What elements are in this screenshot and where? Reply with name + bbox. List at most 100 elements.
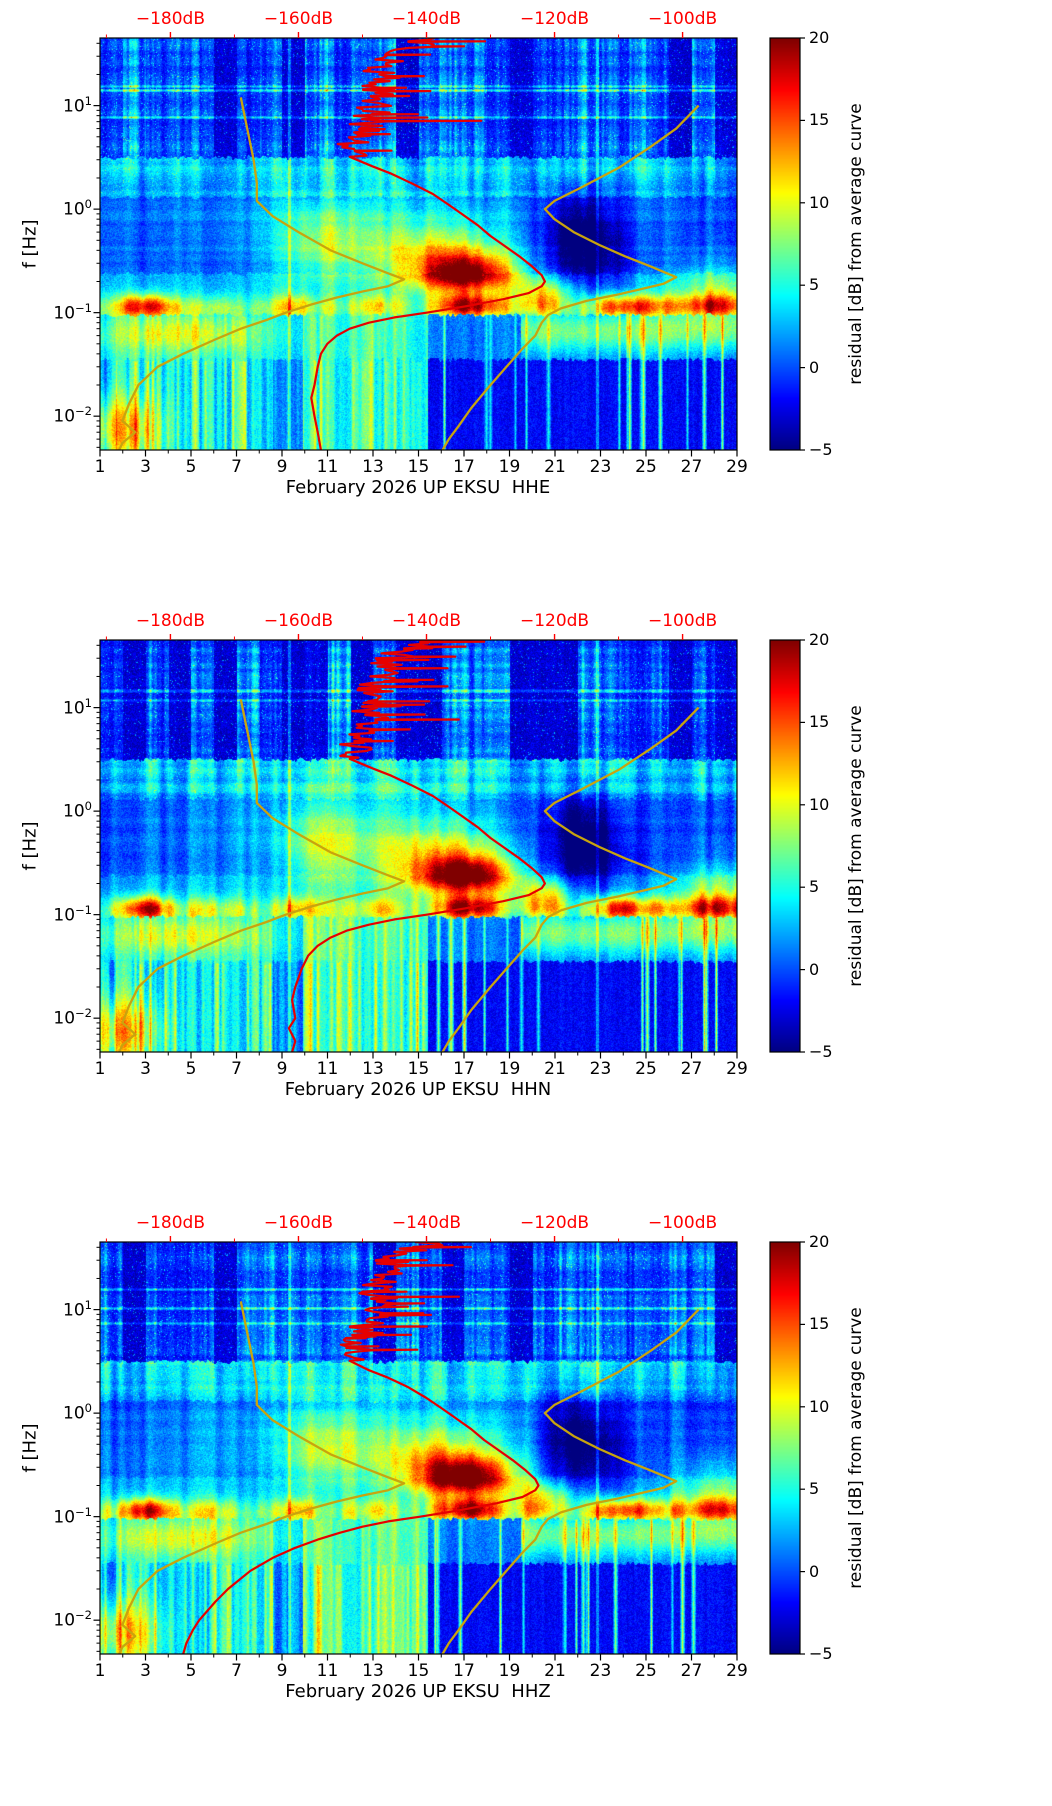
- colorbar-tick-label: −5: [809, 1644, 833, 1663]
- average-psd-curve: [287, 640, 546, 1052]
- average-psd-curve: [310, 38, 546, 450]
- x-tick-label: 25: [635, 457, 657, 477]
- x-tick-label: 23: [589, 1661, 612, 1681]
- colorbar-tick-label: 20: [809, 1232, 830, 1251]
- x-tick-label: 1: [94, 1661, 106, 1681]
- x-tick-label: 5: [185, 1661, 197, 1681]
- x-tick-label: 9: [276, 1059, 288, 1079]
- top-axis-db-label: −140dB: [391, 1213, 462, 1233]
- x-tick-label: 9: [276, 457, 288, 477]
- top-axis-db-label: −120dB: [519, 611, 590, 631]
- x-tick-label: 17: [453, 457, 475, 477]
- colorbar-tick-label: 15: [809, 110, 830, 130]
- top-axis-db-label: −180dB: [135, 9, 205, 29]
- top-axis-db-label: −120dB: [519, 9, 590, 29]
- colorbar-tick-label: 0: [809, 1561, 820, 1581]
- y-axis-label: f [Hz]: [19, 1423, 41, 1473]
- x-tick-label: 11: [316, 457, 339, 477]
- x-tick-label: 3: [140, 1059, 151, 1079]
- x-tick-label: 5: [185, 1059, 197, 1079]
- y-tick-label: 10−1: [53, 300, 92, 324]
- top-axis-db-label: −180dB: [135, 1213, 205, 1233]
- colorbar-tick-label: 20: [809, 630, 830, 649]
- x-tick-label: 7: [231, 1661, 242, 1681]
- colorbar-label: residual [dB] from average curve: [846, 103, 866, 385]
- x-tick-label: 19: [498, 457, 521, 477]
- low-noise-model-curve: [118, 1301, 406, 1654]
- top-axis-db-label: −140dB: [391, 9, 462, 29]
- y-tick-label: 100: [63, 799, 92, 822]
- top-axis-db-label: −160dB: [263, 611, 334, 631]
- x-tick-label: 11: [316, 1661, 339, 1681]
- colorbar-tick-label: 15: [809, 1314, 830, 1334]
- x-tick-label: 27: [680, 457, 703, 477]
- high-noise-model-curve: [441, 1308, 700, 1654]
- psd-curves-overlay: [118, 1242, 700, 1654]
- colorbar-tick-label: 0: [809, 357, 820, 377]
- colorbar-tick-label: 15: [809, 712, 830, 732]
- colorbar-gradient: [770, 38, 800, 450]
- x-tick-label: 29: [726, 1059, 748, 1079]
- x-tick-label: 3: [140, 457, 151, 477]
- y-tick-label: 10−1: [53, 902, 92, 926]
- colorbar-label: residual [dB] from average curve: [846, 705, 866, 987]
- top-axis-db-label: −100dB: [648, 611, 718, 631]
- x-tick-label: 27: [680, 1059, 703, 1079]
- x-tick-label: 13: [362, 1661, 384, 1681]
- y-tick-label: 10−2: [53, 1006, 92, 1029]
- x-tick-label: 29: [726, 1661, 748, 1681]
- spectrogram-panel-hhe: f [Hz] February 2026 UP EKSU HHE residua…: [0, 0, 1052, 602]
- spectrogram-panel-hhz: f [Hz] February 2026 UP EKSU HHZ residua…: [0, 1204, 1052, 1806]
- x-tick-label: 13: [362, 1059, 384, 1079]
- y-axis-label: f [Hz]: [19, 821, 41, 871]
- spectrogram-panel-hhn: f [Hz] February 2026 UP EKSU HHN residua…: [0, 602, 1052, 1204]
- colorbar-tick-label: −5: [809, 440, 833, 459]
- y-tick-label: 10−2: [53, 1608, 92, 1631]
- colorbar-tick-label: 0: [809, 959, 820, 979]
- x-tick-label: 23: [589, 1059, 612, 1079]
- colorbar-gradient: [770, 640, 800, 1052]
- colorbar-gradient: [770, 1242, 800, 1654]
- average-psd-curve: [182, 1242, 540, 1654]
- x-tick-label: 3: [140, 1661, 151, 1681]
- x-tick-label: 23: [589, 457, 612, 477]
- top-axis-db-label: −120dB: [519, 1213, 590, 1233]
- colorbar-tick-label: 5: [809, 275, 820, 295]
- high-noise-model-curve: [441, 706, 700, 1052]
- top-axis-db-label: −180dB: [135, 611, 205, 631]
- x-tick-label: 29: [726, 457, 748, 477]
- x-axis-label: February 2026 UP EKSU HHN: [284, 1079, 552, 1100]
- colorbar-tick-label: 10: [809, 794, 830, 814]
- colorbar-tick-label: −5: [809, 1042, 833, 1061]
- x-axis-label: February 2026 UP EKSU HHE: [285, 477, 551, 498]
- x-tick-label: 7: [231, 1059, 242, 1079]
- x-tick-label: 19: [498, 1059, 521, 1079]
- x-tick-label: 15: [407, 1059, 430, 1079]
- colorbar-tick-label: 5: [809, 877, 820, 897]
- y-tick-label: 100: [63, 197, 92, 220]
- y-axis-label: f [Hz]: [19, 219, 41, 269]
- x-tick-label: 13: [362, 457, 384, 477]
- top-axis-db-label: −160dB: [263, 1213, 334, 1233]
- y-tick-label: 10−2: [53, 404, 92, 427]
- x-axis-label: February 2026 UP EKSU HHZ: [285, 1681, 551, 1702]
- x-tick-label: 7: [231, 457, 242, 477]
- x-tick-label: 15: [407, 457, 430, 477]
- y-tick-label: 101: [63, 1297, 92, 1321]
- colorbar-tick-label: 10: [809, 1396, 830, 1416]
- psd-curves-overlay: [118, 38, 700, 450]
- x-tick-label: 1: [94, 1059, 106, 1079]
- colorbar-tick-label: 20: [809, 28, 830, 47]
- x-tick-label: 17: [453, 1661, 475, 1681]
- x-tick-label: 27: [680, 1661, 703, 1681]
- x-tick-label: 21: [544, 457, 566, 477]
- x-tick-label: 5: [185, 457, 197, 477]
- x-tick-label: 11: [316, 1059, 339, 1079]
- y-tick-label: 101: [63, 695, 92, 719]
- y-tick-label: 10−1: [53, 1504, 92, 1528]
- top-axis-db-label: −160dB: [263, 9, 334, 29]
- x-tick-label: 25: [635, 1059, 657, 1079]
- x-tick-label: 21: [544, 1059, 566, 1079]
- high-noise-model-curve: [441, 104, 700, 450]
- top-axis-db-label: −140dB: [391, 611, 462, 631]
